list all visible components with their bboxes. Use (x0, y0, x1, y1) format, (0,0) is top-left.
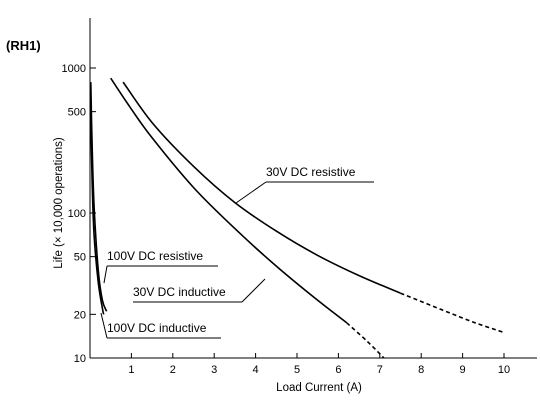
y-axis-label: Life (× 10,000 operations) (53, 137, 65, 269)
y-tick-label: 10 (74, 353, 86, 365)
30v-dc-inductive-curve-extrapolated (346, 322, 385, 359)
100v-dc-inductive-label: 100V DC inductive (107, 321, 207, 335)
y-tick-label: 500 (68, 107, 86, 119)
30v-dc-resistive-curve-extrapolated (400, 292, 505, 334)
x-tick-label: 10 (498, 364, 510, 376)
100v-dc-resistive-leader-line (103, 265, 108, 284)
30v-dc-inductive-leader-line (241, 278, 266, 303)
x-tick-label: 5 (294, 364, 300, 376)
x-tick-label: 8 (418, 364, 424, 376)
100v-dc-inductive-leader-line (100, 312, 108, 339)
30v-dc-resistive-curve (122, 81, 401, 294)
x-tick-label: 9 (460, 364, 466, 376)
x-tick-label: 3 (211, 364, 217, 376)
x-tick-label: 1 (128, 364, 134, 376)
30v-dc-resistive-label: 30V DC resistive (266, 165, 356, 179)
y-tick-label: 100 (68, 208, 86, 220)
30v-dc-resistive-leader-line (235, 181, 267, 204)
y-tick-label: 1000 (62, 63, 86, 75)
x-tick-label: 4 (253, 364, 259, 376)
x-tick-label: 7 (377, 364, 383, 376)
chart-axes (89, 18, 537, 359)
x-tick-label: 2 (170, 364, 176, 376)
100v-dc-resistive-label: 100V DC resistive (107, 249, 203, 263)
chart-title: (RH1) (6, 38, 41, 53)
100v-dc-inductive-curve (90, 111, 105, 315)
x-tick-label: 6 (335, 364, 341, 376)
30v-dc-inductive-curve (110, 77, 348, 324)
30v-dc-inductive-label: 30V DC inductive (133, 285, 226, 299)
x-axis-label: Load Current (A) (276, 382, 362, 394)
y-tick-label: 50 (74, 252, 86, 264)
chart-curves (90, 77, 505, 359)
y-tick-label: 20 (74, 309, 86, 321)
chart-annotations: 30V DC resistive 30V DC inductive 100V DC … (100, 165, 374, 339)
